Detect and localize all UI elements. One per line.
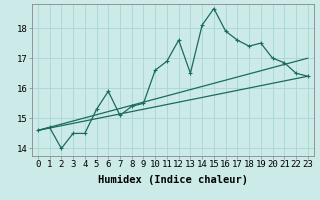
X-axis label: Humidex (Indice chaleur): Humidex (Indice chaleur) xyxy=(98,175,248,185)
